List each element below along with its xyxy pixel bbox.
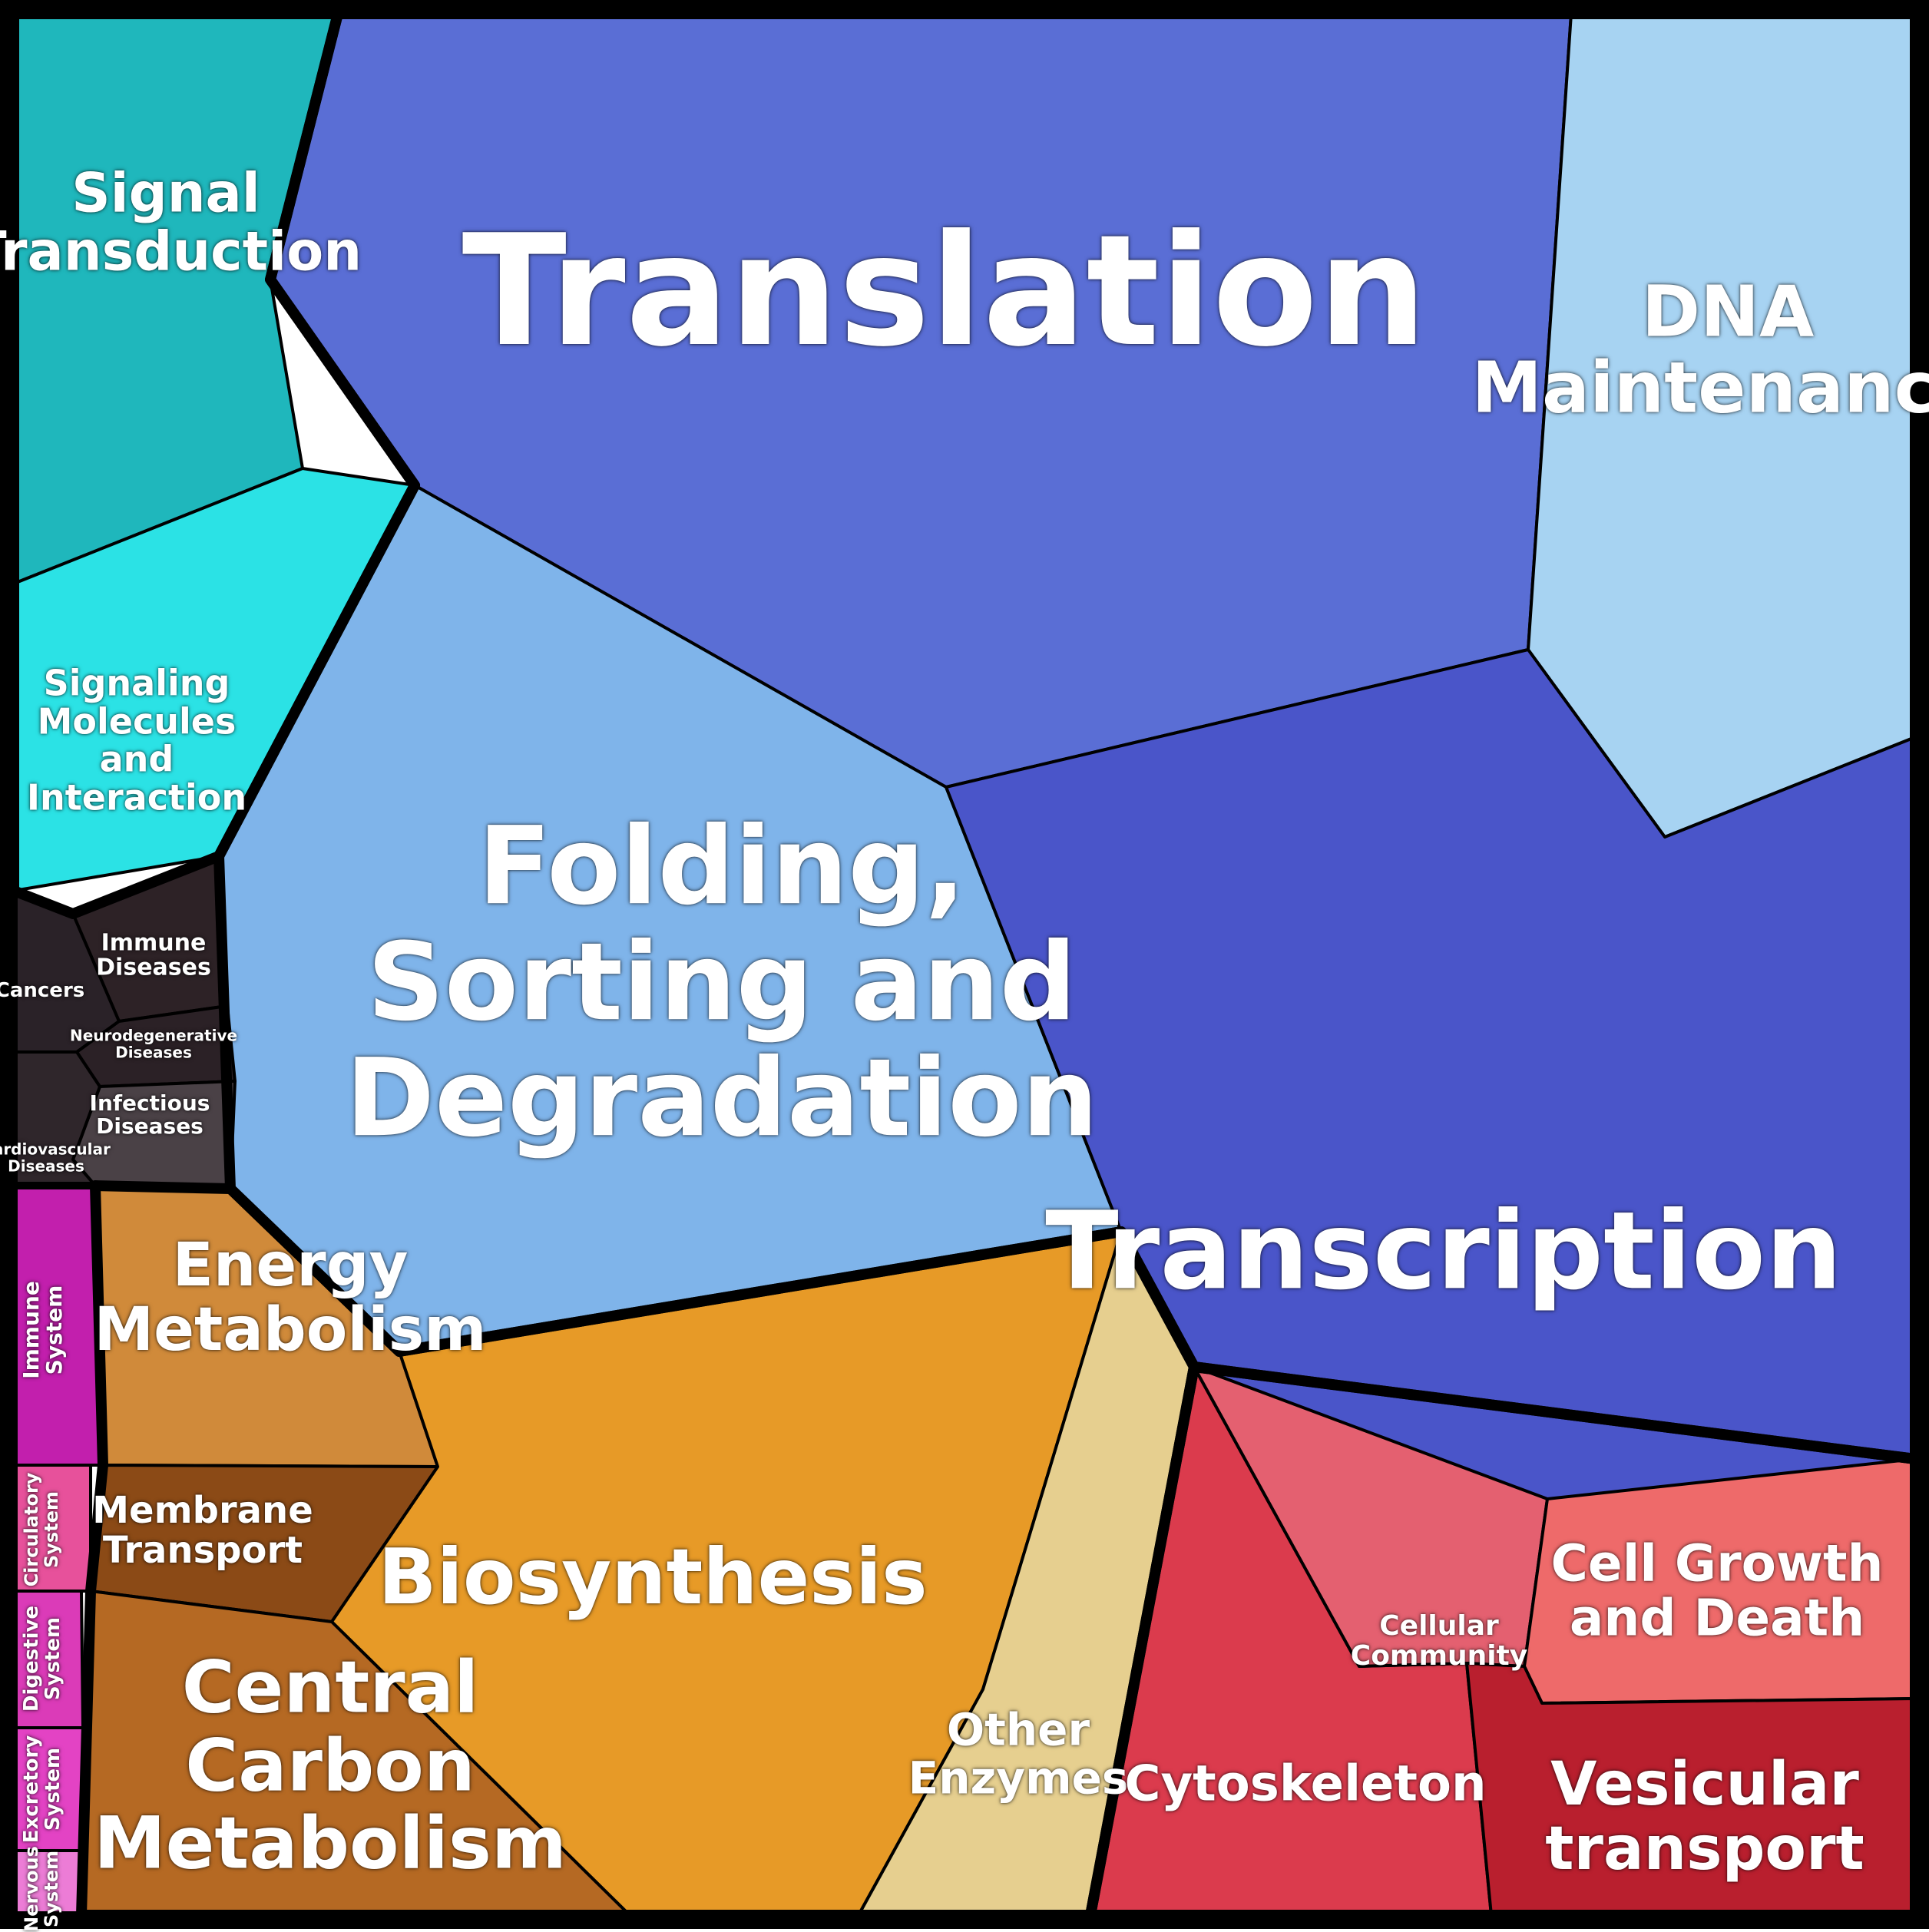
cell-cell-growth-death (1524, 1459, 1915, 1703)
treemap-svg (0, 0, 1929, 1929)
cell-digestive-system (14, 1591, 83, 1728)
cell-excretory-system (14, 1728, 83, 1851)
cell-circulatory-system (14, 1465, 91, 1591)
treemap-container: TranslationDNA MaintenanceSignal Transdu… (0, 0, 1929, 1929)
cell-dna-maintenance (1528, 14, 1915, 837)
cell-vesicular-transport (1467, 1663, 1915, 1915)
cell-immune-system (14, 1186, 103, 1465)
cell-nervous-system (14, 1851, 82, 1915)
